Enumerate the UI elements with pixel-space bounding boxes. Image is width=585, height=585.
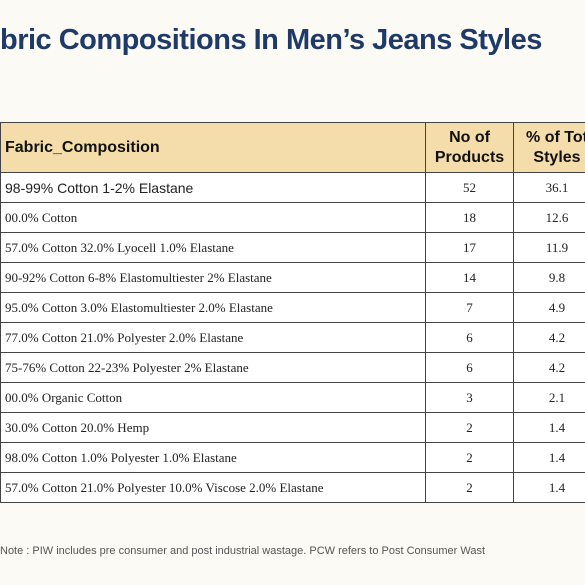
composition-cell: 00.0% Organic Cotton [0,382,426,413]
number-cell: 2 [425,442,514,473]
note: Note : PIW includes pre consumer and pos… [0,545,486,557]
table-row: 98-99% Cotton 1-2% Elastane 52 36.1 [0,172,585,203]
composition-cell: 98-99% Cotton 1-2% Elastane [0,172,426,203]
table-row: 57.0% Cotton 32.0% Lyocell 1.0% Elastane… [0,232,585,263]
composition-cell: 98.0% Cotton 1.0% Polyester 1.0% Elastan… [0,442,426,473]
header-row: Fabric_Composition No of Products % of T… [0,122,585,173]
number-cell: 36.1 [513,172,585,203]
number-cell: 17 [425,232,514,263]
number-cell: 4.2 [513,352,585,383]
composition-cell: 00.0% Cotton [0,202,426,233]
number-cell: 3 [425,382,514,413]
table-row: 57.0% Cotton 21.0% Polyester 10.0% Visco… [0,472,585,503]
composition-cell: 30.0% Cotton 20.0% Hemp [0,412,426,443]
table-row: 00.0% Cotton 18 12.6 [0,202,585,233]
number-cell: 1.4 [513,412,585,443]
composition-cell: 57.0% Cotton 32.0% Lyocell 1.0% Elastane [0,232,426,263]
number-cell: 11.9 [513,232,585,263]
number-cell: 2.1 [513,382,585,413]
number-cell: 12.6 [513,202,585,233]
composition-cell: 77.0% Cotton 21.0% Polyester 2.0% Elasta… [0,322,426,353]
number-cell: 2 [425,412,514,443]
number-cell: 4.2 [513,322,585,353]
number-cell: 7 [425,292,514,323]
table-row: 77.0% Cotton 21.0% Polyester 2.0% Elasta… [0,322,585,353]
header-cell: No of Products [425,122,514,173]
number-cell: 1.4 [513,442,585,473]
composition-cell: 57.0% Cotton 21.0% Polyester 10.0% Visco… [0,472,426,503]
header-cell: % of Tot Styles [513,122,585,173]
number-cell: 4.9 [513,292,585,323]
number-cell: 9.8 [513,262,585,293]
composition-cell: 95.0% Cotton 3.0% Elastomultiester 2.0% … [0,292,426,323]
title: bric Compositions In Men’s Jeans Styles [0,24,542,56]
header-cell: Fabric_Composition [0,122,426,173]
number-cell: 2 [425,472,514,503]
table-row: 75-76% Cotton 22-23% Polyester 2% Elasta… [0,352,585,383]
number-cell: 52 [425,172,514,203]
table-row: 98.0% Cotton 1.0% Polyester 1.0% Elastan… [0,442,585,473]
number-cell: 6 [425,322,514,353]
number-cell: 18 [425,202,514,233]
table-row: 00.0% Organic Cotton 3 2.1 [0,382,585,413]
number-cell: 6 [425,352,514,383]
table-row: 30.0% Cotton 20.0% Hemp 2 1.4 [0,412,585,443]
number-cell: 14 [425,262,514,293]
table-row: 90-92% Cotton 6-8% Elastomultiester 2% E… [0,262,585,293]
composition-cell: 75-76% Cotton 22-23% Polyester 2% Elasta… [0,352,426,383]
table-body: 98-99% Cotton 1-2% Elastane 52 36.1 00.0% C… [0,172,585,503]
table: Fabric_Composition No of Products % of T… [0,122,585,503]
table-row: 95.0% Cotton 3.0% Elastomultiester 2.0% … [0,292,585,323]
composition-cell: 90-92% Cotton 6-8% Elastomultiester 2% E… [0,262,426,293]
number-cell: 1.4 [513,472,585,503]
